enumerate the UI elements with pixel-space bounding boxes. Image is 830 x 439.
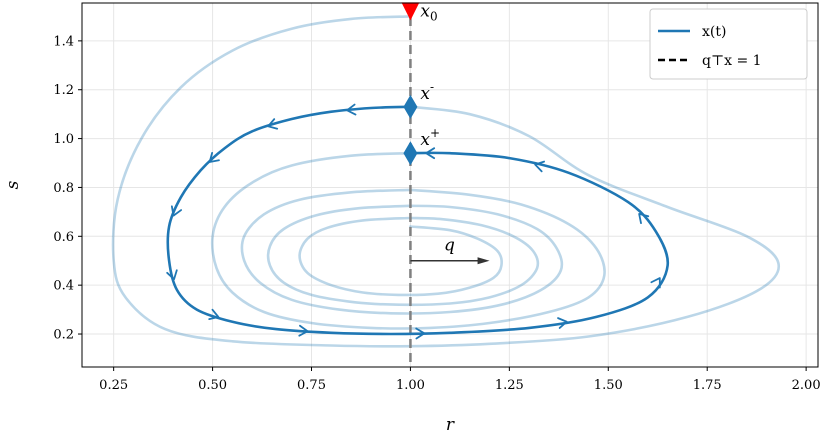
trajectory-faded-3: [240, 188, 564, 315]
x-tick-label: 0.75: [297, 378, 326, 393]
q-vector-head: [477, 257, 490, 265]
markers: x0 x-x+: [401, 1, 440, 166]
grid: [82, 3, 818, 367]
direction-arrow: [208, 308, 220, 321]
highlighted-trajectory: [166, 105, 670, 336]
x-tick-label: 0.50: [198, 378, 227, 393]
direction-arrow: [170, 205, 183, 217]
direction-arrow: [346, 103, 357, 116]
y-tick-label: 1.4: [53, 34, 74, 49]
legend: x(t) q⊤x = 1: [649, 8, 808, 80]
marker-diamond: [403, 141, 418, 166]
direction-arrow: [208, 152, 220, 163]
trajectory-faded-0: [111, 15, 781, 348]
trajectory-faded-4: [266, 204, 540, 307]
marker-diamond: [403, 94, 418, 119]
marker-label: x+: [420, 126, 440, 150]
direction-arrow: [557, 317, 568, 329]
direction-arrow: [166, 269, 178, 281]
direction-arrow: [267, 118, 279, 130]
trajectory-faded-5: [298, 216, 503, 297]
y-tick-label: 1.2: [53, 83, 74, 98]
marker-x0: [401, 2, 420, 21]
plot-frame: [81, 2, 819, 368]
legend-label-trajectory: x(t): [702, 24, 726, 40]
direction-arrow: [650, 277, 661, 289]
y-axis-label: s: [3, 180, 23, 189]
direction-arrow: [298, 324, 309, 337]
y-tick-label: 0.4: [53, 279, 74, 294]
trajectory-faded-2: [210, 151, 606, 330]
y-tick-label: 0.2: [53, 328, 74, 343]
light-trajectories: [111, 15, 781, 348]
y-tick-label: 0.6: [53, 230, 74, 245]
legend-label-hyperplane: q⊤x = 1: [702, 53, 762, 69]
y-tick-label: 0.8: [53, 181, 74, 196]
y-tick-label: 1.0: [53, 132, 74, 147]
x-tick-label: 1.00: [396, 378, 425, 393]
q-vector-label: q: [444, 236, 455, 256]
q-vector: q: [410, 236, 490, 265]
direction-arrow: [415, 327, 426, 340]
x-axis: 0.25 0.50 0.75 1.00 1.25 1.50 1.75 2.00: [99, 367, 821, 393]
x-tick-label: 0.25: [99, 378, 128, 393]
direction-arrow: [534, 160, 545, 173]
marker-label: x0: [420, 1, 437, 23]
x-tick-label: 1.75: [693, 378, 722, 393]
direction-arrow: [638, 212, 650, 225]
direction-arrows: [166, 103, 661, 340]
x-axis-label: r: [446, 415, 455, 435]
trajectory-main: [166, 105, 670, 336]
x-tick-label: 1.25: [495, 378, 524, 393]
marker-label: x-: [420, 80, 434, 104]
direction-arrow: [425, 147, 436, 160]
legend-box: [649, 8, 808, 80]
x-tick-label: 2.00: [792, 378, 821, 393]
y-axis: 0.2 0.4 0.6 0.8 1.0 1.2 1.4: [53, 34, 82, 343]
x-tick-label: 1.50: [594, 378, 623, 393]
